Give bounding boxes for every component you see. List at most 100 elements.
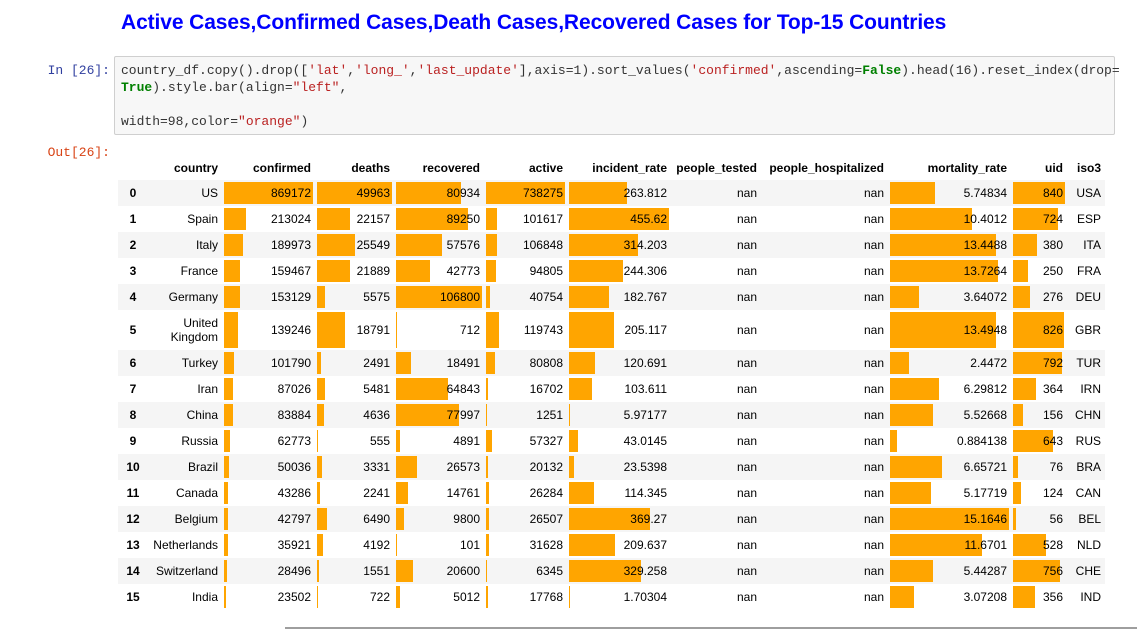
cell-value: 792	[1042, 356, 1063, 370]
cell-mortality-rate: 5.74834	[888, 180, 1011, 206]
cell-value: 8	[129, 408, 137, 422]
cell-recovered: 20600	[394, 558, 484, 584]
cell-value: CHE	[1075, 564, 1101, 578]
cell-value: 21889	[356, 264, 390, 278]
cell-value: 3.64072	[963, 290, 1007, 304]
cell-uid: 528	[1011, 532, 1067, 558]
cell-value: China	[186, 408, 218, 422]
cell-iso3: CHE	[1067, 558, 1105, 584]
cell-value: nan	[863, 460, 884, 474]
column-header-active: active	[528, 161, 563, 175]
cell-active: 94805	[484, 258, 567, 284]
data-bar	[1013, 404, 1023, 426]
row-index: 6	[118, 350, 148, 376]
cell-value: 528	[1042, 538, 1063, 552]
cell-value: Iran	[197, 382, 218, 396]
cell-value: 16702	[529, 382, 563, 396]
cell-uid: 826	[1011, 310, 1067, 350]
cell-value: 364	[1042, 382, 1063, 396]
table-row: 8 China 83884 4636 77997 1251 5.97177 nan nan 5.5…	[118, 402, 1105, 428]
cell-value: 356	[1042, 590, 1063, 604]
cell-mortality-rate: 6.65721	[888, 454, 1011, 480]
cell-mortality-rate: 5.17719	[888, 480, 1011, 506]
cell-value: 4	[129, 290, 137, 304]
data-bar	[396, 508, 404, 530]
cell-value: 869172	[270, 186, 311, 200]
cell-recovered: 712	[394, 310, 484, 350]
table-row: 3 France 159467 21889 42773 94805 244.306 nan na…	[118, 258, 1105, 284]
cell-recovered: 80934	[394, 180, 484, 206]
data-bar	[890, 560, 933, 582]
cell-value: Italy	[195, 238, 218, 252]
column-header-mortality-rate: mortality_rate	[927, 161, 1007, 175]
cell-value: 80934	[446, 186, 480, 200]
cell-country: China	[148, 402, 222, 428]
cell-uid: 756	[1011, 558, 1067, 584]
table-row: 15 India 23502 722 5012 17768 1.70304 nan nan 3.0…	[118, 584, 1105, 610]
data-bar	[1013, 534, 1046, 556]
cell-value: 6490	[363, 512, 390, 526]
cell-people-hospitalized: nan	[761, 402, 888, 428]
cell-value: 756	[1042, 564, 1063, 578]
cell-people-hospitalized: nan	[761, 376, 888, 402]
cell-value: India	[191, 590, 218, 604]
data-bar	[486, 286, 491, 308]
data-bar	[317, 286, 326, 308]
code-cell[interactable]: country_df.copy().drop(['lat','long_','l…	[114, 56, 1120, 135]
cell-value: 2241	[363, 486, 390, 500]
data-bar	[396, 234, 443, 256]
cell-country: Turkey	[148, 350, 222, 376]
column-header-people-hospitalized: people_hospitalized	[769, 161, 884, 175]
data-bar	[396, 404, 459, 426]
cell-value: nan	[863, 186, 884, 200]
cell-value: nan	[863, 486, 884, 500]
cell-value: 103.611	[624, 382, 668, 396]
cell-mortality-rate: 5.44287	[888, 558, 1011, 584]
cell-value: 101	[459, 538, 480, 552]
row-index: 5	[118, 310, 148, 350]
cell-value: 114.345	[624, 486, 668, 500]
cell-value: 738275	[522, 186, 563, 200]
cell-value: 3	[129, 264, 137, 278]
cell-uid: 276	[1011, 284, 1067, 310]
code-text[interactable]: country_df.copy().drop(['lat','long_','l…	[121, 63, 1120, 129]
page-title: Active Cases,Confirmed Cases,Death Cases…	[121, 11, 947, 34]
cell-value: 106800	[439, 290, 480, 304]
data-bar	[569, 560, 642, 582]
cell-value: US	[201, 186, 218, 200]
cell-value: Belgium	[174, 512, 218, 526]
row-index: 0	[118, 180, 148, 206]
data-bar	[486, 560, 487, 582]
cell-recovered: 77997	[394, 402, 484, 428]
row-index: 1	[118, 206, 148, 232]
cell-value: 209.637	[623, 538, 667, 552]
data-bar	[396, 430, 400, 452]
cell-uid: 792	[1011, 350, 1067, 376]
cell-value: nan	[863, 590, 884, 604]
cell-deaths: 722	[315, 584, 394, 610]
data-bar	[396, 586, 401, 608]
row-index: 10	[118, 454, 148, 480]
cell-people-tested: nan	[671, 350, 761, 376]
cell-confirmed: 23502	[222, 584, 315, 610]
row-index: 4	[118, 284, 148, 310]
cell-iso3: CHN	[1067, 402, 1105, 428]
data-bar	[890, 208, 972, 230]
cell-value: 43.0145	[623, 434, 667, 448]
data-bar	[486, 182, 565, 204]
cell-confirmed: 159467	[222, 258, 315, 284]
cell-value: 94805	[529, 264, 563, 278]
cell-value: 12	[126, 512, 140, 526]
cell-recovered: 42773	[394, 258, 484, 284]
data-bar	[486, 312, 499, 348]
cell-value: nan	[863, 212, 884, 226]
cell-country: India	[148, 584, 222, 610]
cell-value: nan	[863, 356, 884, 370]
data-bar	[396, 208, 468, 230]
cell-people-tested: nan	[671, 428, 761, 454]
cell-value: TUR	[1076, 356, 1101, 370]
cell-incident-rate: 244.306	[567, 258, 671, 284]
cell-value: nan	[736, 434, 757, 448]
data-bar	[224, 352, 235, 374]
data-bar	[224, 534, 228, 556]
